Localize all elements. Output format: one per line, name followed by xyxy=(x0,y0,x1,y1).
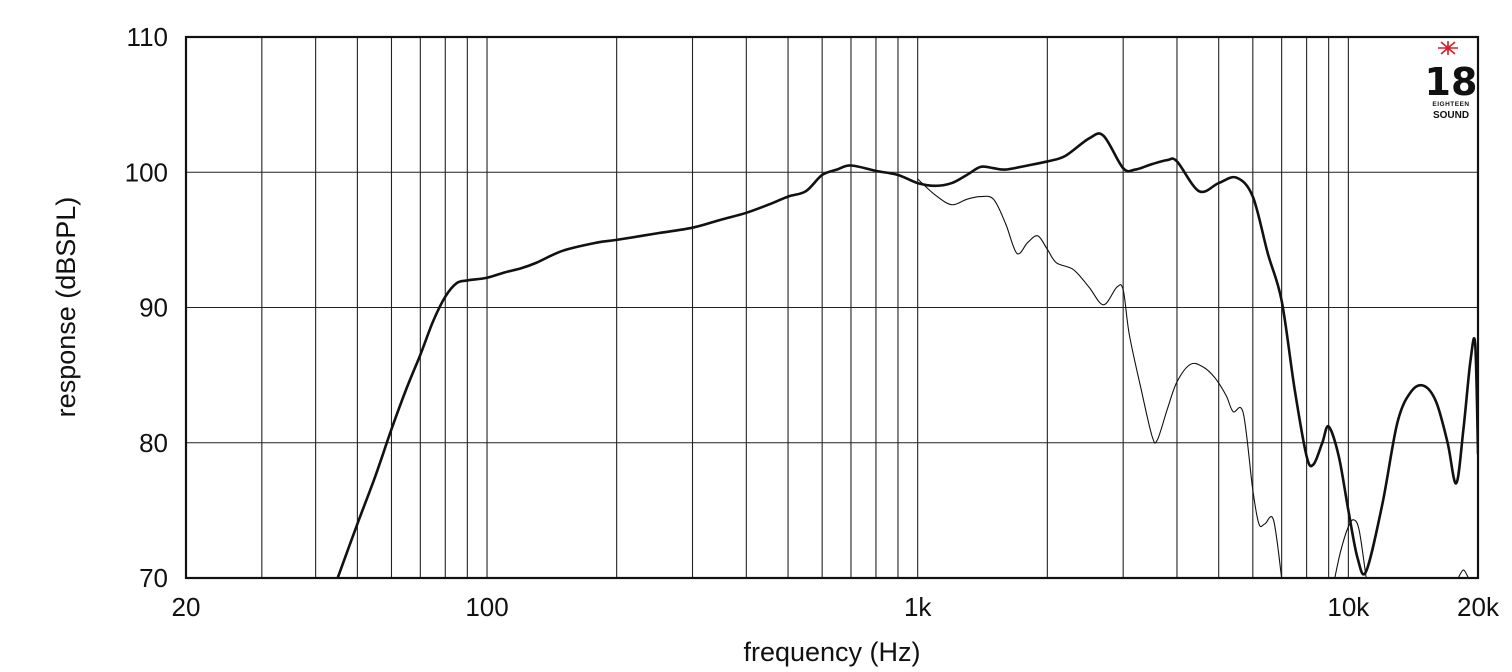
x-tick-label: 100 xyxy=(465,592,508,622)
plot-frame xyxy=(184,35,1480,580)
y-tick-labels: 70 80 90 100 110 xyxy=(125,22,168,593)
logo-number: 18 xyxy=(1425,60,1478,104)
logo-line2: SOUND xyxy=(1433,110,1469,121)
y-tick-label: 110 xyxy=(127,22,168,52)
y-tick-label: 90 xyxy=(139,293,168,323)
star-icon xyxy=(1438,41,1458,55)
x-tick-label: 1k xyxy=(904,592,932,622)
y-tick-label: 100 xyxy=(125,157,168,187)
eighteen-sound-logo: 18 EIGHTEEN SOUND xyxy=(1425,41,1478,121)
x-tick-labels: 20 100 1k 10k 20k xyxy=(172,592,1500,622)
horizontal-gridlines xyxy=(186,36,1478,579)
series-layer xyxy=(336,132,1478,578)
response-curve-off-axis-1 xyxy=(917,178,1283,578)
x-tick-label: 20 xyxy=(172,592,201,622)
y-tick-label: 80 xyxy=(139,428,168,458)
response-curve-on-axis xyxy=(336,132,1478,578)
y-axis-title: response (dBSPL) xyxy=(51,197,81,418)
response-curve-off-axis-2 xyxy=(1334,519,1367,578)
x-tick-label: 10k xyxy=(1327,592,1370,622)
response-curve-off-axis-3 xyxy=(1457,569,1469,578)
logo-line1: EIGHTEEN xyxy=(1432,101,1469,108)
x-tick-label: 20k xyxy=(1457,592,1500,622)
y-tick-label: 70 xyxy=(139,563,168,593)
x-axis-title: frequency (Hz) xyxy=(743,637,920,667)
